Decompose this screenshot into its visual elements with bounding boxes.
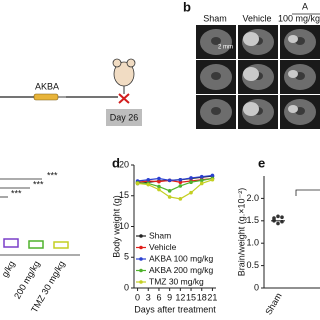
data-point xyxy=(135,181,140,186)
data-point xyxy=(276,214,280,219)
y-tick-label: 20 xyxy=(119,159,129,169)
mouse-ear xyxy=(126,58,136,68)
x-tick-label: 12 xyxy=(175,292,185,302)
data-point xyxy=(280,215,284,220)
tumor xyxy=(243,102,259,116)
legend-marker xyxy=(139,234,143,238)
data-point xyxy=(189,190,193,195)
data-point xyxy=(199,174,204,179)
tumor xyxy=(288,35,298,43)
y-tick-label: 2.0 xyxy=(246,193,259,203)
drug-label: AKBA xyxy=(35,81,59,91)
data-point xyxy=(199,181,204,186)
data-point xyxy=(178,197,183,201)
mri-grid xyxy=(196,25,320,129)
ventricle xyxy=(211,107,221,115)
y-tick-label: 15 xyxy=(119,190,129,200)
data-point xyxy=(157,184,161,189)
legend-label: AKBA 200 mg/kg xyxy=(149,265,214,275)
x-tick-label: 0 xyxy=(135,292,140,302)
box xyxy=(28,240,44,249)
data-point xyxy=(157,176,161,181)
syringe xyxy=(33,93,59,101)
data-point xyxy=(157,179,161,184)
data-point xyxy=(167,195,172,199)
legend-marker xyxy=(139,280,143,284)
header-fragment: A xyxy=(302,1,308,11)
legend-label: Vehicle xyxy=(149,242,177,252)
y-tick-label: 5 xyxy=(124,252,129,262)
data-point xyxy=(189,176,193,180)
data-point xyxy=(167,178,172,183)
data-point xyxy=(276,221,280,226)
box xyxy=(53,241,69,249)
column-label: Sham xyxy=(203,13,227,23)
significance: *** xyxy=(11,188,22,198)
ventricle xyxy=(211,72,221,80)
endpoint-mark xyxy=(118,93,130,104)
y-axis-label: Body weight (g) xyxy=(111,195,121,258)
significance: *** xyxy=(47,170,58,180)
legend-label: TMZ 30 mg/kg xyxy=(149,276,204,286)
x-tick-label: 9 xyxy=(167,292,172,302)
legend-label: Sham xyxy=(149,230,171,240)
y-tick-label: 1.0 xyxy=(246,238,259,248)
data-point xyxy=(189,180,193,185)
legend-marker xyxy=(139,268,143,273)
panel-letter: d xyxy=(112,155,120,170)
tumor xyxy=(288,70,298,78)
x-tick-label: Sham xyxy=(263,291,283,316)
legend-label: AKBA 100 mg/kg xyxy=(149,253,214,263)
day-label: Day 26 xyxy=(110,112,139,122)
y-tick-label: 1.5 xyxy=(246,215,259,225)
y-tick-label: 0 xyxy=(254,282,259,292)
x-tick-label: 18 xyxy=(197,292,207,302)
x-tick-label: 21 xyxy=(207,292,217,302)
y-tick-label: 10 xyxy=(119,221,129,231)
tumor xyxy=(243,67,259,81)
x-axis-label: Days after treatment xyxy=(134,304,216,314)
data-point xyxy=(178,184,183,188)
tumor xyxy=(243,32,259,46)
mouse-ear xyxy=(112,58,122,68)
ventricle xyxy=(211,37,221,45)
panel-letter: b xyxy=(183,0,191,14)
x-label: g/kg xyxy=(0,259,17,279)
scale-bar-label: 2 mm xyxy=(218,45,233,51)
series-line xyxy=(137,177,213,192)
data-point xyxy=(157,187,161,192)
legend-marker xyxy=(139,257,143,261)
sig-bracket xyxy=(295,189,320,196)
y-tick-label: 0.5 xyxy=(246,260,259,270)
data-point xyxy=(167,189,172,193)
column-label: 100 mg/kg xyxy=(278,13,320,23)
significance: *** xyxy=(33,179,44,189)
data-point xyxy=(199,178,204,183)
legend-marker xyxy=(139,245,143,250)
series-line xyxy=(137,179,213,200)
data-point xyxy=(210,177,215,182)
day-box xyxy=(106,109,142,126)
x-tick-label: 3 xyxy=(146,292,151,302)
panel-letter: e xyxy=(258,155,265,170)
y-tick-label: 0 xyxy=(124,282,129,292)
x-tick-label: 15 xyxy=(186,292,196,302)
data-point xyxy=(146,177,151,182)
tumor xyxy=(288,105,298,113)
data-point xyxy=(272,216,276,220)
y-axis-label: Brain/weight (g.×10⁻²) xyxy=(236,188,246,277)
box xyxy=(3,238,19,248)
x-tick-label: 6 xyxy=(156,292,161,302)
data-point xyxy=(178,177,183,182)
column-label: Vehicle xyxy=(242,13,271,23)
data-point xyxy=(146,182,151,187)
data-point xyxy=(210,173,215,178)
data-point xyxy=(178,180,183,185)
